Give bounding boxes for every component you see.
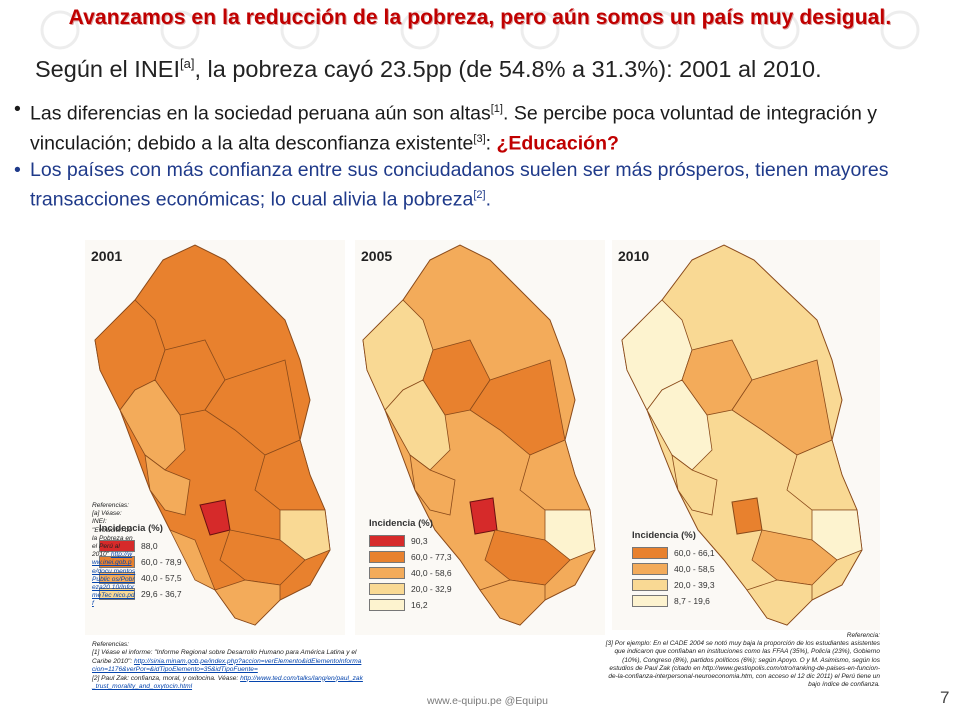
footer-site: www.e-quipu.pe @Equipu [427,695,548,707]
legend-title: Incidencia (%) [99,523,163,534]
bullet-item-inequality: Las diferencias en la sociedad peruana a… [12,97,947,156]
legend-label: 60,0 - 77,3 [411,552,452,562]
subtitle-text-start: Según el INEI [35,56,181,82]
map-year-label: 2010 [618,248,650,264]
slide-subtitle: Según el INEI[a], la pobreza cayó 23.5pp… [35,56,822,83]
reference-text: [3] Por ejemplo: En el CADE 2004 se notó… [605,640,880,689]
legend-2005: Incidencia (%) 90,3 60,0 - 77,3 40,0 - 5… [369,518,452,613]
legend-label: 60,0 - 66,1 [674,548,715,558]
watermark-logos [40,10,920,50]
legend-swatch [632,563,668,575]
legend-item: 90,3 [369,533,452,549]
legend-label: 20,0 - 39,3 [674,580,715,590]
legend-swatch [632,579,668,591]
map-year-label: 2005 [361,248,393,264]
reference-link-inei[interactable]: http://www.inei.gob.pe/docu mentosPublic… [92,551,136,608]
bullet-item-trust: Los países con más confianza entre sus c… [12,158,947,213]
legend-swatch [369,551,405,563]
references-right: Referencia: [3] Por ejemplo: En el CADE … [605,632,880,689]
legend-swatch [99,556,135,568]
bullet-list: Las diferencias en la sociedad peruana a… [12,97,947,215]
legend-item: 20,0 - 39,3 [632,577,715,593]
legend-item: 88,0 [99,538,182,554]
legend-item: 20,0 - 32,9 [369,581,452,597]
map-2010: 2010 Incidencia (%) 60,0 - 66,1 40,0 - 5… [612,240,880,630]
bullet-text: . [485,188,491,211]
bullet-text: Las diferencias en la sociedad peruana a… [30,102,491,125]
legend-label: 29,6 - 36,7 [141,589,182,599]
legend-swatch [369,567,405,579]
reference-text: [2] Paul Zak: confianza, moral, y oxitoc… [92,674,239,682]
legend-label: 60,0 - 78,9 [141,557,182,567]
bullet-text: Los países con más confianza entre sus c… [30,159,889,211]
legend-title: Incidencia (%) [369,518,433,529]
legend-item: 29,6 - 36,7 [99,586,182,602]
legend-2001: Incidencia (%) 88,0 60,0 - 78,9 40,0 - 5… [99,523,182,602]
legend-label: 40,0 - 58,5 [674,564,715,574]
peru-map-2001 [94,244,331,626]
legend-item: 16,2 [369,597,452,613]
legend-item: 40,0 - 58,6 [369,565,452,581]
references-heading: Referencias: [92,641,130,648]
legend-2010: Incidencia (%) 60,0 - 66,1 40,0 - 58,5 2… [632,530,715,609]
legend-swatch [369,535,405,547]
legend-swatch [99,572,135,584]
map-2001: 2001 Incidencia (%) 88,0 60,0 - 78,9 40,… [85,240,345,635]
ref-marker: [1] [490,103,503,115]
legend-label: 88,0 [141,541,158,551]
legend-label: 16,2 [411,600,428,610]
legend-swatch [369,583,405,595]
ref-marker: [2] [473,189,486,201]
reference-text: Referencias: [a] Véase: INEI: "Evolución… [92,502,133,559]
education-highlight: ¿Educación? [496,132,619,154]
legend-swatch [632,547,668,559]
legend-swatch [632,595,668,607]
reference-text: [1] Véase el informe: "Informe Regional … [92,649,357,665]
legend-label: 90,3 [411,536,428,546]
legend-swatch [369,599,405,611]
bullet-text: . Se percibe poca voluntad de integració… [30,102,877,155]
legend-item: 60,0 - 66,1 [632,545,715,561]
legend-label: 40,0 - 58,6 [411,568,452,578]
legend-swatch [99,588,135,600]
legend-label: 20,0 - 32,9 [411,584,452,594]
peru-map-2010 [621,244,863,626]
references-heading: Referencia: [846,632,880,639]
legend-item: 40,0 - 58,5 [632,561,715,577]
legend-title: Incidencia (%) [632,530,696,541]
legend-swatch [99,540,135,552]
peru-map-2005 [362,244,596,626]
legend-label: 40,0 - 57,5 [141,573,182,583]
page-number: 7 [940,688,950,707]
slide-title: Avanzamos en la reducción de la pobreza,… [68,6,892,29]
map-2005: 2005 Incidencia (%) 90,3 60,0 - 77,3 40,… [355,240,605,635]
legend-label: 8,7 - 19,6 [674,596,710,606]
map-year-label: 2001 [91,248,123,264]
references-bottom: Referencias: [1] Véase el informe: "Info… [92,641,364,691]
legend-item: 60,0 - 78,9 [99,554,182,570]
subtitle-text-end: , la pobreza cayó 23.5pp (de 54.8% a 31.… [194,56,822,82]
subtitle-ref: [a] [180,56,195,72]
reference-link-ted[interactable]: http://www.ted.com/talks/lang/en/paul_za… [92,674,363,691]
bullet-text: : [485,132,497,154]
ref-marker: [3] [473,132,486,145]
references-inei: Referencias: [a] Véase: INEI: "Evolución… [92,502,136,609]
legend-item: 60,0 - 77,3 [369,549,452,565]
reference-link-pnud[interactable]: http://sinia.minam.gob.pe/index.php?acci… [92,657,362,674]
legend-item: 8,7 - 19,6 [632,593,715,609]
legend-item: 40,0 - 57,5 [99,570,182,586]
